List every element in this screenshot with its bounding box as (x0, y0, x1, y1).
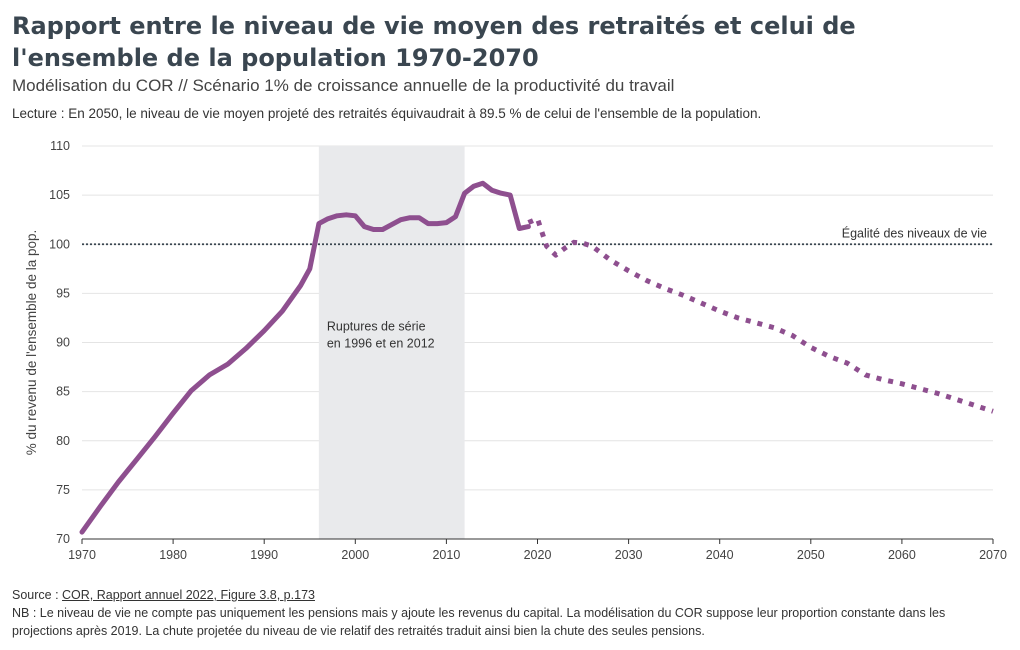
x-tick-label: 2000 (341, 548, 369, 562)
series-break-label-line1: Ruptures de série (327, 320, 426, 334)
x-axis-ticks: 1970 1980 1990 2000 2010 2020 2030 2040 2050 2060… (68, 539, 1007, 562)
line-chart: 70 75 80 85 90 95 100 105 110 1970 1980 1990 2000 20… (24, 139, 1007, 562)
series-line-projection (527, 216, 994, 414)
y-tick-label: 85 (56, 385, 70, 399)
x-tick-label: 2010 (432, 548, 460, 562)
y-tick-label: 90 (56, 336, 70, 350)
x-tick-label: 2070 (979, 548, 1007, 562)
x-tick-label: 2050 (797, 548, 825, 562)
y-tick-label: 75 (56, 483, 70, 497)
y-tick-label: 80 (56, 434, 70, 448)
x-tick-label: 2030 (615, 548, 643, 562)
series-break-band (318, 146, 465, 539)
x-tick-label: 2020 (524, 548, 552, 562)
x-tick-label: 1990 (250, 548, 278, 562)
source-prefix: Source : (12, 588, 63, 602)
y-axis-label: % du revenu de l'ensemble de la pop. (24, 230, 39, 455)
y-tick-label: 70 (56, 532, 70, 546)
footnote: NB : Le niveau de vie ne compte pas uniq… (12, 606, 946, 638)
y-tick-label: 110 (50, 139, 70, 153)
equality-reference-label: Égalité des niveaux de vie (842, 225, 987, 240)
source-link[interactable]: COR, Rapport annuel 2022, Figure 3.8, p.… (62, 588, 315, 602)
y-tick-label: 100 (49, 237, 70, 251)
x-tick-label: 2040 (706, 548, 734, 562)
reading-note: Lecture : En 2050, le niveau de vie moye… (12, 106, 762, 121)
x-tick-label: 2060 (888, 548, 916, 562)
x-tick-label: 1970 (68, 548, 96, 562)
series-line-historical (79, 180, 531, 535)
source-line: Source : COR, Rapport annuel 2022, Figur… (12, 586, 1008, 604)
page-title: Rapport entre le niveau de vie moyen des… (12, 12, 856, 72)
y-tick-label: 95 (56, 286, 70, 300)
y-axis-ticks: 70 75 80 85 90 95 100 105 110 (49, 139, 70, 546)
y-tick-label: 105 (49, 188, 70, 202)
x-tick-label: 1980 (159, 548, 187, 562)
page-subtitle: Modélisation du COR // Scénario 1% de cr… (12, 76, 675, 95)
series-break-label-line2: en 1996 et en 2012 (327, 336, 435, 350)
gridlines (82, 145, 993, 491)
footer: Source : COR, Rapport annuel 2022, Figur… (12, 586, 1008, 640)
